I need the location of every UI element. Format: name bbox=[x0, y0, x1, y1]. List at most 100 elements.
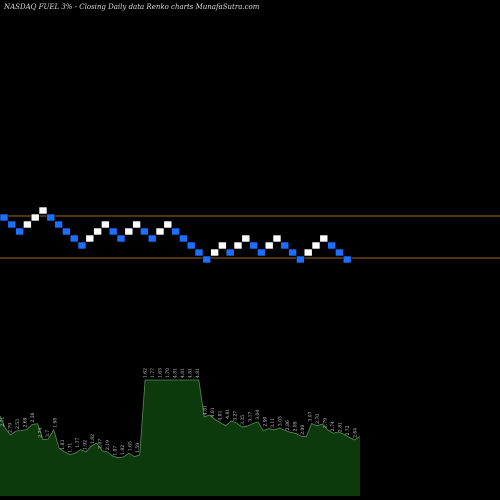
brick-down bbox=[280, 241, 290, 250]
volume-label: 2.69 bbox=[23, 417, 29, 427]
brick-down bbox=[116, 234, 126, 243]
brick-up bbox=[233, 241, 243, 250]
brick-down bbox=[171, 227, 180, 236]
brick-down bbox=[69, 234, 79, 243]
brick-down bbox=[147, 234, 157, 243]
brick-down bbox=[0, 213, 9, 222]
volume-label: 1.70 bbox=[165, 368, 171, 378]
volume-area bbox=[0, 379, 361, 496]
brick-up bbox=[241, 234, 251, 243]
volume-label: 2.71 bbox=[0, 416, 6, 426]
volume-label: 1.82 bbox=[120, 445, 126, 455]
volume-outline bbox=[0, 379, 361, 459]
volume-label: 3.07 bbox=[308, 411, 314, 421]
volume-label: 1.87 bbox=[113, 446, 119, 456]
brick-down bbox=[46, 213, 56, 222]
brick-up bbox=[23, 220, 32, 229]
brick-down bbox=[288, 248, 297, 257]
volume-label: 4.81 bbox=[210, 407, 216, 417]
volume-label: 2.81 bbox=[338, 422, 344, 432]
brick-up bbox=[163, 220, 173, 229]
chart-title: NASDAQ FUEL 3% - Closing Daily data Renk… bbox=[3, 3, 260, 11]
brick-down bbox=[194, 248, 204, 257]
volume-label: 4.81 bbox=[218, 410, 224, 420]
brick-up bbox=[124, 227, 134, 236]
volume-label: 2.64 bbox=[353, 428, 359, 438]
renko-bricks bbox=[0, 206, 352, 264]
brick-up bbox=[101, 220, 110, 229]
volume-label: 2.86 bbox=[285, 420, 291, 430]
brick-down bbox=[7, 220, 17, 229]
volume-label: 4.81 bbox=[225, 409, 231, 419]
brick-up bbox=[272, 234, 282, 243]
volume-labels: 2.712.79 2.53 2.69 2.362.74 3.71.981.83 1.711… bbox=[0, 368, 359, 456]
volume-label: 2.79 bbox=[8, 423, 14, 433]
volume-label: 2.36 bbox=[30, 412, 36, 422]
volume-label: 3.03 bbox=[278, 416, 284, 426]
volume-label: 3.27 bbox=[233, 411, 239, 421]
volume-label: 1.62 bbox=[143, 368, 149, 378]
brick-down bbox=[225, 248, 235, 257]
brick-up bbox=[30, 213, 40, 222]
volume-label: 1.71 bbox=[68, 443, 74, 453]
brick-up bbox=[303, 248, 313, 257]
brick-down bbox=[186, 241, 196, 250]
volume-label: 1.98 bbox=[53, 418, 59, 428]
brick-up bbox=[210, 248, 219, 257]
volume-label: 2.07 bbox=[98, 439, 104, 449]
brick-up bbox=[38, 206, 48, 215]
brick-down bbox=[249, 241, 258, 250]
brick-down bbox=[335, 248, 344, 257]
brick-down bbox=[54, 220, 63, 229]
volume-label: 4.81 bbox=[180, 368, 186, 378]
brick-down bbox=[179, 234, 188, 243]
volume-label: 1.92 bbox=[83, 440, 89, 450]
brick-up bbox=[93, 227, 102, 236]
brick-up bbox=[264, 241, 274, 250]
volume-label: 3.35 bbox=[240, 415, 246, 425]
volume-label: 3.7 bbox=[45, 430, 51, 437]
brick-up bbox=[155, 227, 165, 236]
volume-label: 1.83 bbox=[60, 440, 66, 450]
volume-label: 2.53 bbox=[15, 419, 21, 429]
volume-label: 2.19 bbox=[105, 440, 111, 450]
volume-label: 2.90 bbox=[263, 416, 269, 426]
volume-label: 4.81 bbox=[203, 405, 209, 415]
brick-down bbox=[296, 255, 305, 264]
volume-label: 1.77 bbox=[150, 368, 156, 378]
volume-label: 1.82 bbox=[90, 434, 96, 444]
volume-label: 2.89 bbox=[293, 421, 299, 431]
volume-label: 4.81 bbox=[188, 368, 194, 378]
volume-label: 1.65 bbox=[128, 441, 134, 451]
brick-down bbox=[327, 241, 336, 250]
brick-up bbox=[319, 234, 329, 243]
volume-label: 4.81 bbox=[195, 368, 201, 378]
volume-label: 2.74 bbox=[330, 421, 336, 431]
brick-down bbox=[62, 227, 71, 236]
volume-fill bbox=[0, 380, 360, 496]
volume-label: 2.99 bbox=[300, 425, 306, 435]
volume-label: 1.63 bbox=[158, 368, 164, 378]
brick-down bbox=[257, 248, 266, 257]
volume-label: 2.74 bbox=[38, 428, 44, 438]
brick-up bbox=[132, 220, 141, 229]
volume-label: 3.04 bbox=[255, 410, 261, 420]
brick-down bbox=[140, 227, 149, 236]
brick-down bbox=[342, 255, 352, 264]
brick-up bbox=[85, 234, 95, 243]
volume-label: 4.81 bbox=[173, 368, 179, 378]
brick-down bbox=[108, 227, 118, 236]
volume-label: 3.11 bbox=[270, 418, 276, 428]
brick-down bbox=[202, 255, 212, 264]
brick-up bbox=[311, 241, 321, 250]
brick-up bbox=[218, 241, 227, 250]
volume-label: 2.79 bbox=[323, 418, 329, 428]
brick-down bbox=[15, 227, 24, 236]
volume-label: 1.58 bbox=[135, 443, 141, 453]
brick-down bbox=[77, 241, 87, 250]
volume-label: 1.77 bbox=[75, 437, 81, 447]
reference-lines bbox=[0, 215, 500, 259]
volume-label: 3.17 bbox=[248, 412, 254, 422]
